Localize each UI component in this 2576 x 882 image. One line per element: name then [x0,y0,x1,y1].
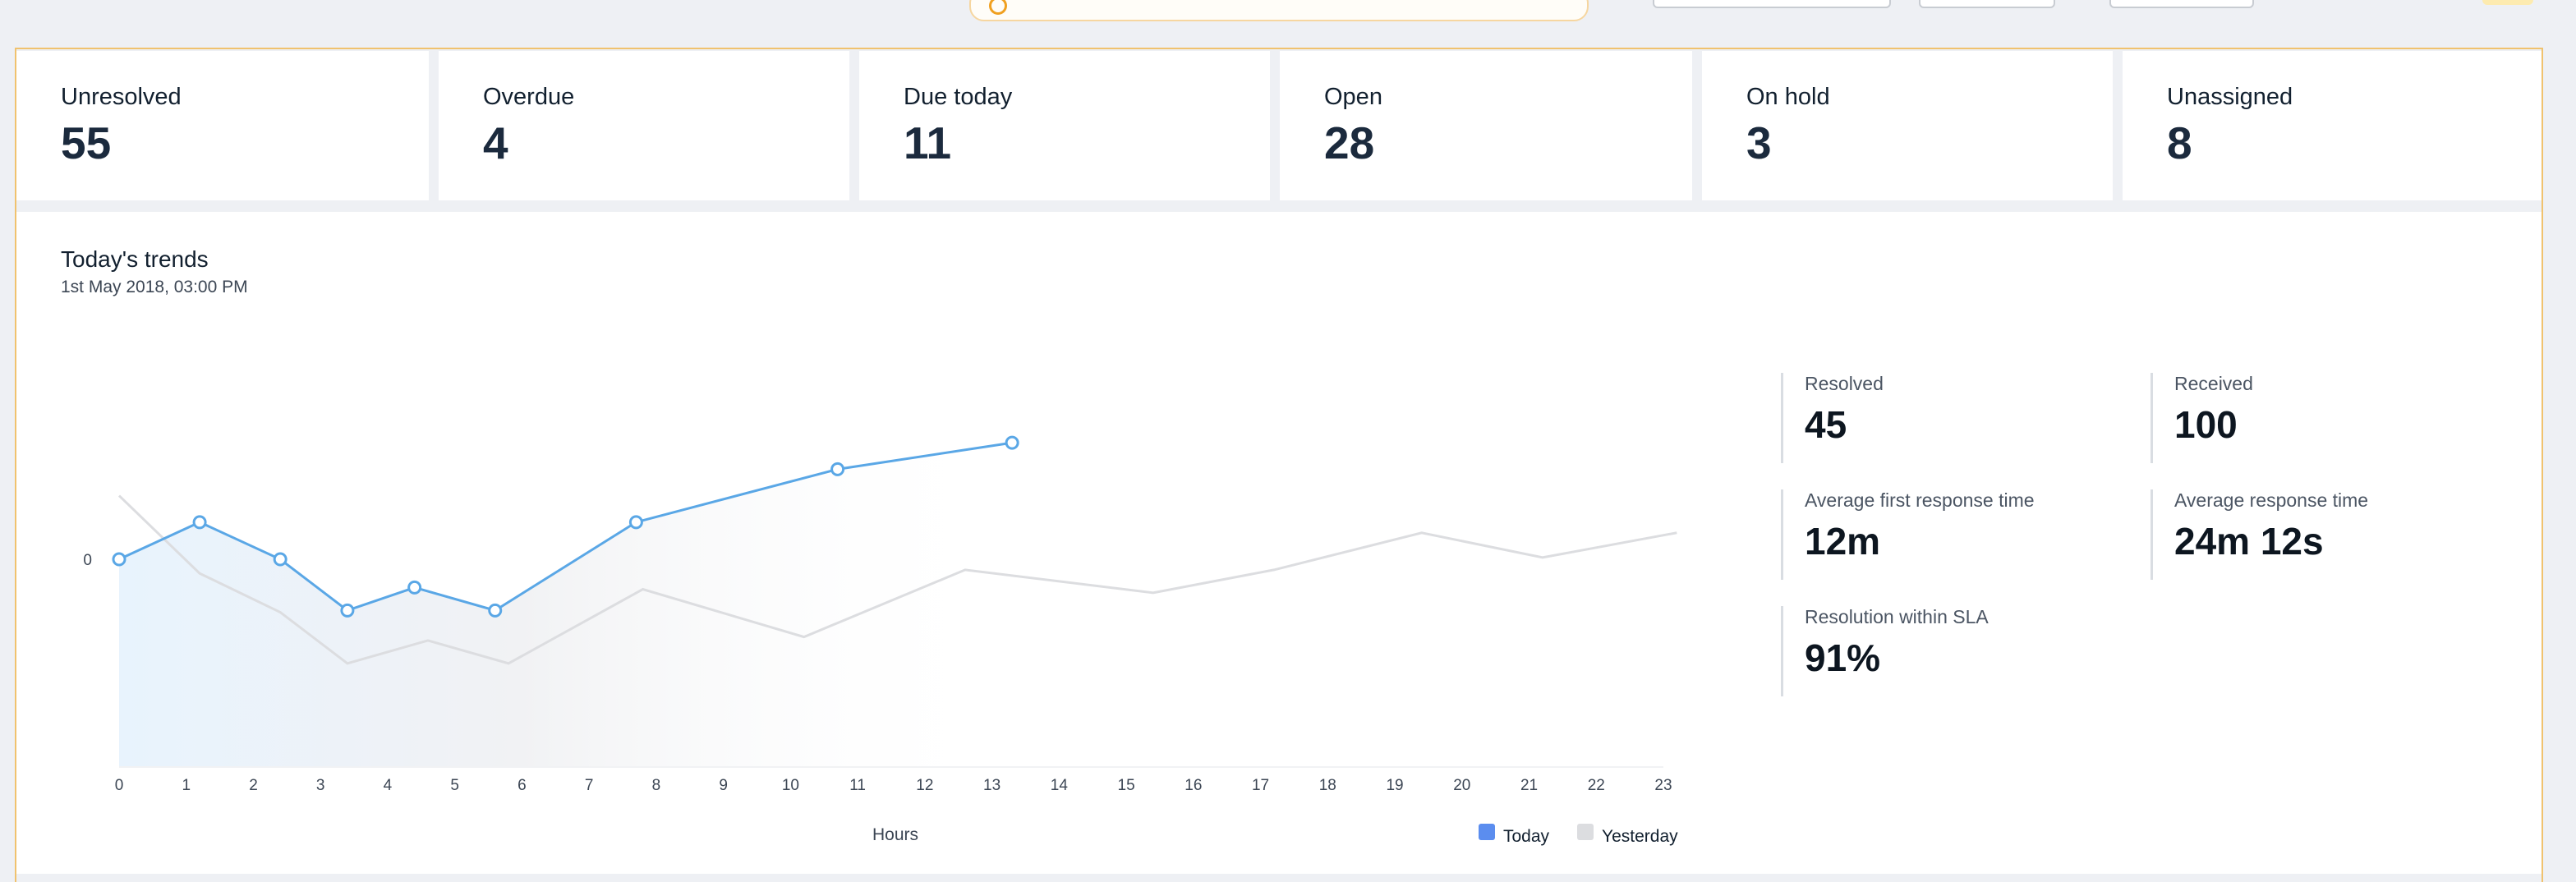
today-data-point[interactable] [192,515,207,530]
today-data-point[interactable] [830,462,845,476]
x-tick-label: 3 [316,777,325,794]
x-tick-label: 18 [1319,777,1336,794]
card-unassigned[interactable]: Unassigned 8 [2123,51,2542,200]
card-on-hold[interactable]: On hold 3 [1702,51,2113,200]
x-tick-label: 19 [1386,777,1403,794]
trends-panel: Today's trends 1st May 2018, 03:00 PM 0 1… [16,212,2542,874]
card-label: Unassigned [2167,84,2293,110]
search-icon [989,0,1007,15]
top-bar [0,0,2576,31]
card-value: 55 [61,117,112,168]
stat-label: Received [2174,373,2253,394]
summary-cards: Unresolved 55 Overdue 4 Due today 11 Ope… [16,51,2542,200]
stat-label: Resolved [1805,373,1884,394]
toolbar-button[interactable] [1919,0,2055,8]
x-tick-label: 8 [652,777,661,794]
x-tick-label: 11 [849,777,866,794]
x-tick-label: 9 [719,777,728,794]
card-value: 8 [2167,117,2192,168]
card-value: 11 [904,117,952,168]
x-tick-label: 20 [1453,777,1470,794]
trends-chart: 0 1 2 3 4 5 6 7 8 9 10 11 12 13 14 15 16 17 18 19 20 21 22 23 0… [83,435,1678,846]
x-tick-label: 6 [518,777,527,794]
stat-label: Average response time [2174,489,2369,511]
today-data-point[interactable] [407,580,422,595]
stat-value: 12m [1805,520,1881,563]
card-value: 4 [483,117,508,168]
x-tick-label: 17 [1252,777,1269,794]
x-tick-label: 16 [1184,777,1202,794]
x-tick-label: 2 [249,777,258,794]
x-tick-label: 4 [384,777,393,794]
today-data-point[interactable] [488,603,503,618]
stat-value: 100 [2174,403,2238,446]
today-data-point[interactable] [273,552,288,567]
toolbar-button[interactable] [2109,0,2254,8]
x-tick-label: 12 [916,777,933,794]
legend-label-yesterday[interactable]: Yesterday [1602,827,1678,846]
card-value: 3 [1746,117,1772,168]
today-area-fill [119,443,1013,767]
x-tick-label: 1 [182,777,191,794]
x-tick-label: 10 [782,777,799,794]
stat-resolved: Resolved 45 [1781,373,2128,463]
series-line-yesterday [117,494,1677,665]
legend: Today Yesterday [1479,824,1678,846]
card-unresolved[interactable]: Unresolved 55 [16,51,429,200]
x-tick-label: 15 [1118,777,1135,794]
stat-received: Received 100 [2150,373,2498,463]
card-label: Overdue [483,84,575,110]
x-tick-label: 23 [1654,777,1672,794]
search-bar[interactable] [969,0,1589,21]
trends-title: Today's trends [61,246,209,272]
legend-swatch-yesterday [1577,824,1594,840]
stat-label: Resolution within SLA [1805,606,1989,627]
today-data-point[interactable] [340,603,355,618]
card-label: Unresolved [61,84,182,110]
today-data-point[interactable] [112,552,126,567]
card-label: Due today [904,84,1013,110]
card-overdue[interactable]: Overdue 4 [439,51,849,200]
card-label: On hold [1746,84,1830,110]
stat-resolution-sla: Resolution within SLA 91% [1781,606,2128,696]
today-data-point[interactable] [1005,435,1019,450]
x-tick-label: 7 [585,777,594,794]
toolbar-button[interactable] [1653,0,1891,8]
card-open[interactable]: Open 28 [1280,51,1692,200]
card-label: Open [1324,84,1382,110]
legend-swatch-today [1479,824,1495,840]
card-value: 28 [1324,117,1375,168]
stat-value: 91% [1805,636,1881,679]
card-due-today[interactable]: Due today 11 [859,51,1270,200]
stat-avg-first-response: Average first response time 12m [1781,489,2128,580]
legend-label-today[interactable]: Today [1503,827,1550,846]
stat-avg-response: Average response time 24m 12s [2150,489,2498,580]
notification-badge[interactable] [2482,0,2533,5]
x-tick-label: 14 [1051,777,1069,794]
x-tick-label: 5 [450,777,459,794]
x-axis-label: Hours [872,825,918,844]
stat-value: 24m 12s [2174,520,2324,563]
x-tick-label: 21 [1520,777,1538,794]
stat-label: Average first response time [1805,489,2035,511]
x-tick-label: 22 [1588,777,1605,794]
stat-value: 45 [1805,403,1847,446]
x-tick-label: 0 [115,777,124,794]
x-tick-label: 13 [983,777,1000,794]
today-data-point[interactable] [628,515,643,530]
y-tick-label: 0 [83,552,92,569]
trends-timestamp: 1st May 2018, 03:00 PM [61,278,248,296]
